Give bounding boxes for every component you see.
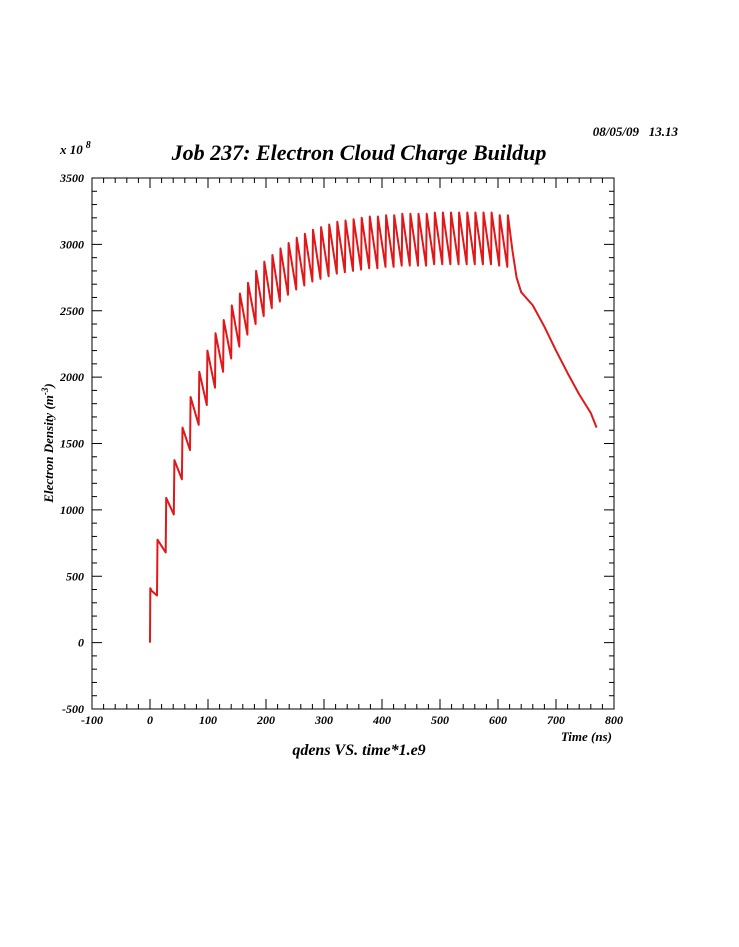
y-axis-label: Electron Density (m-3) [40, 383, 56, 503]
x-tick-label: 800 [605, 713, 623, 727]
y-tick-label: 2500 [59, 304, 84, 318]
x-tick-label: 700 [547, 713, 565, 727]
x-tick-label: 0 [147, 713, 153, 727]
y-axis-label-text: Electron Density (m [41, 395, 56, 504]
x-tick-label: 100 [199, 713, 217, 727]
date-stamp: 08/05/09 13.13 [593, 124, 679, 139]
x-axis-label: Time (ns) [561, 729, 612, 744]
x-tick-label: 600 [489, 713, 507, 727]
y-multiplier: x 10 8 [59, 140, 91, 157]
y-tick-label: 3500 [59, 171, 84, 185]
tick-labels: -100 0 100 200 300 400 500 600 700 800 -500 0 500 100… [59, 171, 623, 727]
chart-title: Job 237: Electron Cloud Charge Buildup [171, 140, 547, 165]
y-tick-label: 0 [78, 636, 84, 650]
y-tick-label: -500 [62, 702, 84, 716]
y-multiplier-exp: 8 [86, 140, 91, 151]
series-line [149, 211, 598, 643]
y-tick-label: 1500 [60, 437, 84, 451]
y-tick-label: 500 [66, 569, 84, 583]
x-tick-label: 300 [314, 713, 333, 727]
y-tick-label: 3000 [59, 237, 84, 251]
x-tick-label: -100 [81, 713, 103, 727]
x-tick-label: 400 [372, 713, 391, 727]
y-tick-label: 2000 [59, 370, 84, 384]
x-tick-label: 500 [431, 713, 449, 727]
x-tick-label: 200 [256, 713, 275, 727]
y-axis-label-close: ) [41, 383, 56, 388]
y-tick-label: 1000 [60, 503, 84, 517]
y-axis-label-sup: -3 [40, 387, 50, 395]
ticks [91, 177, 615, 710]
y-multiplier-text: x 10 [59, 142, 83, 157]
series-layer [149, 211, 598, 643]
chart-caption: qdens VS. time*1.e9 [292, 742, 425, 759]
